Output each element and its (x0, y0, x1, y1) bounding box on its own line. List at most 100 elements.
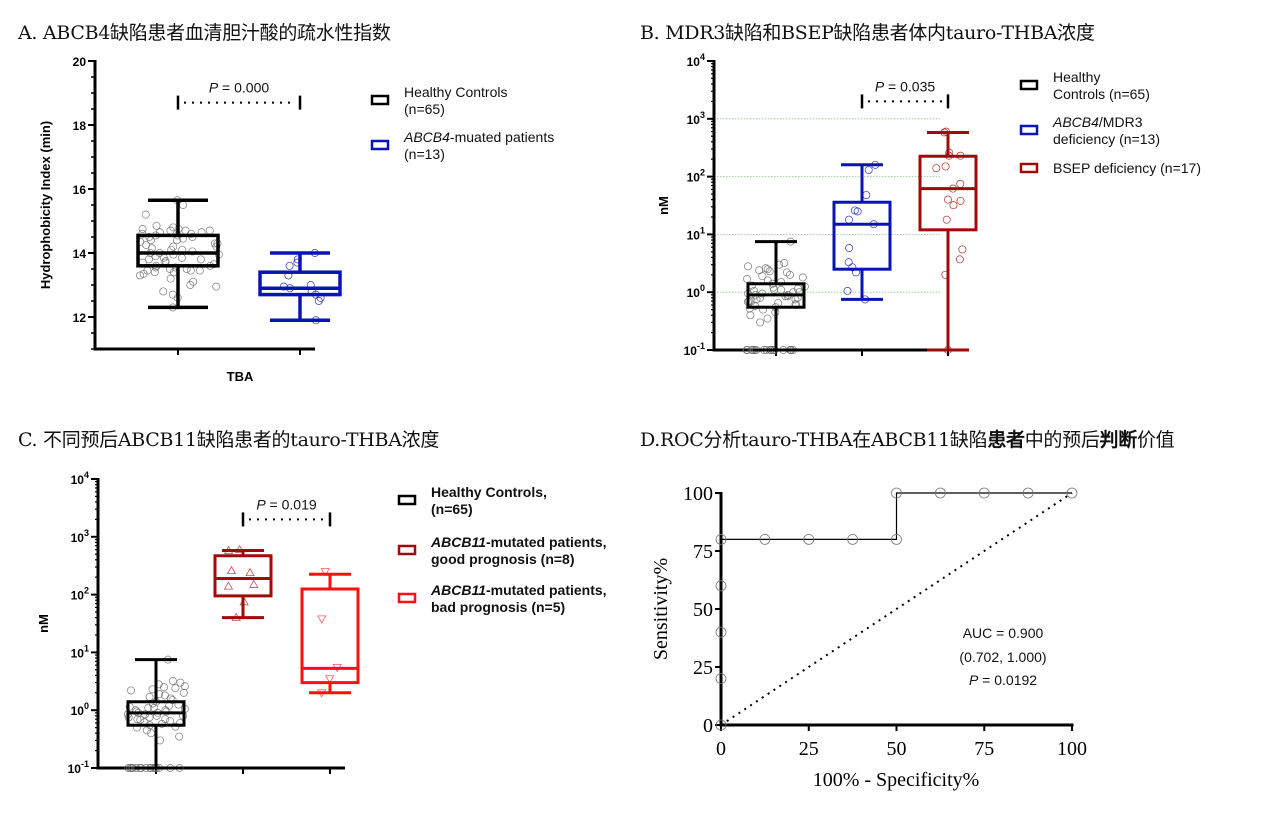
panel-d-title-part4: 判断 (1099, 429, 1138, 451)
y-tick-exponent: 3 (84, 528, 89, 538)
legend-label-line2: Controls (n=65) (1053, 86, 1150, 102)
data-point (136, 271, 144, 280)
roc-point (803, 534, 815, 545)
y-tick-label: 25 (693, 657, 713, 679)
y-tick-exponent: 2 (700, 168, 705, 178)
y-tick-exponent: 4 (700, 52, 705, 62)
y-tick-base: 10 (71, 531, 85, 545)
box-series-2 (300, 568, 360, 774)
box-iqr (258, 270, 342, 297)
data-point (205, 226, 214, 235)
data-point (843, 287, 852, 295)
data-point (195, 266, 204, 275)
y-tick-exponent: 4 (84, 470, 89, 480)
data-point (864, 166, 873, 174)
y-axis-label: nM (36, 614, 51, 633)
data-point (166, 226, 175, 235)
data-point (169, 223, 178, 232)
data-point (179, 201, 188, 209)
y-tick-label: 104 (687, 52, 705, 69)
box-series-1 (258, 249, 342, 355)
data-point (145, 692, 154, 701)
y-tick-label: 104 (71, 470, 89, 487)
legend: Healthy Controls,(n=65)ABCB11-mutated pa… (397, 484, 607, 615)
data-point-triangle-up (245, 567, 255, 577)
data-point (152, 221, 161, 230)
reference-diagonal-line (720, 492, 1073, 726)
y-tick-exponent: 3 (700, 110, 705, 120)
data-point (944, 195, 952, 204)
panel-b-title: B. MDR3缺陷和BSEP缺陷患者体内tauro-THBA浓度 (640, 22, 1095, 44)
data-point (765, 267, 774, 276)
y-tick-label: 102 (687, 168, 705, 185)
legend-label: Healthy Controls (404, 84, 508, 100)
legend-label-line2: (n=65) (431, 501, 473, 517)
y-tick-label: 18 (73, 119, 87, 133)
x-axis-label: TBA (227, 369, 254, 384)
data-point (782, 268, 791, 277)
legend-label-gene: ABCB4 (403, 129, 450, 145)
y-tick-exponent: -1 (697, 341, 705, 351)
data-point (763, 265, 772, 274)
x-tick-label: 0 (716, 738, 726, 760)
auc-p-text: = 0.0192 (978, 672, 1037, 688)
data-point (124, 764, 133, 772)
legend-swatch (1019, 162, 1039, 174)
legend-label-suffix: -mutated patients, (486, 534, 607, 550)
data-point (141, 210, 150, 219)
roc-point (715, 626, 727, 638)
data-point (862, 191, 871, 199)
legend-label-gene: ABCB4 (1052, 114, 1099, 130)
data-point (853, 207, 862, 216)
legend-label: Healthy (1053, 69, 1100, 85)
data-point (186, 281, 195, 289)
data-point (138, 225, 147, 233)
data-point (156, 736, 164, 745)
y-tick-label: 100 (71, 701, 89, 718)
legend-label: ABCB4-muated patients (403, 129, 554, 145)
y-tick-label: 10-1 (68, 759, 89, 776)
x-tick-label: 25 (799, 738, 819, 760)
legend-label-suffix: -mutated patients, (486, 582, 607, 598)
x-tick-label: 50 (887, 738, 907, 760)
panel-d-title-part2: 患者 (987, 429, 1025, 451)
y-tick-base: 10 (71, 646, 85, 660)
data-point (176, 678, 185, 687)
p-value-prefix: P (875, 78, 885, 94)
legend-label-line2: (n=65) (404, 101, 445, 117)
roc-point (891, 487, 902, 499)
data-point-triangle-up (223, 581, 234, 590)
y-tick-base: 10 (687, 171, 701, 185)
data-point (958, 245, 967, 254)
y-tick-base: 10 (71, 704, 85, 718)
y-tick-exponent: 2 (84, 586, 89, 596)
y-tick-base: 10 (687, 113, 701, 127)
y-tick-base: 10 (71, 473, 85, 487)
data-point (147, 244, 156, 253)
x-tick-label: 100 (1057, 738, 1087, 760)
panel-a-title: A. ABCB4缺陷患者血清胆汁酸的疏水性指数 (18, 22, 391, 44)
panel-c-title: C. 不同预后ABCB11缺陷患者的tauro-THBA浓度 (18, 429, 440, 451)
roc-point (715, 673, 727, 684)
legend-swatch (397, 592, 417, 604)
roc-point (891, 534, 902, 545)
p-value-prefix: P (256, 496, 266, 512)
p-value-text: = 0.035 (884, 78, 935, 94)
y-tick-base: 10 (71, 589, 85, 603)
data-point (168, 677, 177, 685)
data-point (150, 268, 159, 277)
y-tick-label: 16 (73, 183, 87, 197)
data-point (285, 261, 294, 270)
p-value-prefix: P (209, 80, 219, 96)
y-tick-label: 103 (71, 528, 89, 545)
data-point (166, 274, 175, 283)
roc-point (934, 487, 946, 499)
box-iqr (832, 200, 892, 271)
y-tick-base: 10 (687, 228, 701, 242)
data-point-triangle-down (320, 568, 330, 577)
legend-label-line2: (n=13) (404, 146, 445, 162)
y-tick-base: 10 (687, 286, 701, 300)
data-point (180, 682, 189, 691)
panel-a-chart: 12 14 16 18 20 Hydrophobicity Index (min) TBA P… (38, 55, 554, 384)
